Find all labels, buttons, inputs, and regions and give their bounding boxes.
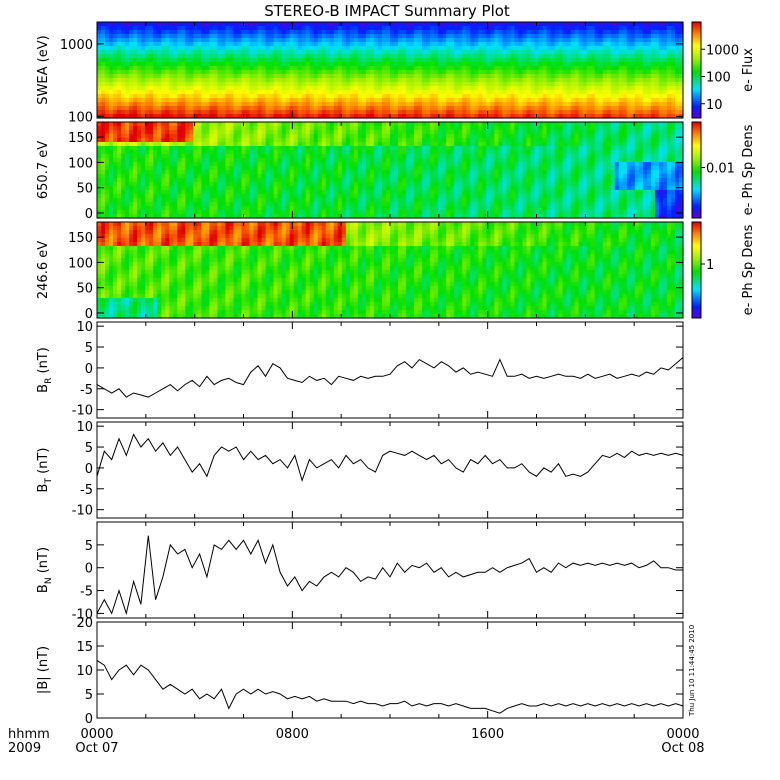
y-tick-label: 5 (85, 688, 93, 703)
time-tick-label: 0000 (80, 727, 113, 742)
heatmap-pa246 (97, 222, 684, 319)
colorbar-pa246-label: e- Ph Sp Dens (741, 224, 756, 315)
panel-frame (96, 321, 684, 419)
colorbar-tick-label: 1 (706, 258, 714, 273)
y-tick-label: 0 (85, 712, 93, 727)
y-axis-label-bn: BN (nT) (36, 547, 54, 593)
colorbar-pa650-label: e- Ph Sp Dens (741, 124, 756, 215)
panel-frame (96, 421, 684, 519)
time-tick-label: 0000 (666, 727, 699, 742)
y-axis-label-pa246: 246.6 eV (36, 241, 51, 299)
y-axis-label-pa650: 650.7 eV (36, 141, 51, 199)
y-tick-label: 1000 (60, 38, 93, 53)
y-tick-label: 10 (76, 420, 93, 435)
series-line-bmag (96, 659, 684, 714)
timestamp: Thu Jun 10 11:44:45 2010 (688, 625, 696, 717)
panel-pa650: 0.01 e- Ph Sp Dens 0 50 100 150 650.7 eV (36, 121, 756, 222)
colorbar-tick-label: 10 (706, 98, 723, 113)
series-line-bt (96, 433, 684, 483)
panel-bmag: 0 5 10 15 20 |B| (nT) (36, 616, 684, 727)
y-axis-label-bt: BT (nT) (36, 448, 54, 493)
y-tick-label: 5 (85, 539, 93, 554)
y-tick-label: -5 (80, 383, 93, 398)
colorbar-pa246-scale (691, 221, 702, 319)
y-tick-label: -5 (80, 483, 93, 498)
y-tick-label: 0 (85, 462, 93, 477)
panel-bn: -10 -5 0 5 BN (nT) (36, 521, 684, 622)
time-tick-label: 0800 (276, 727, 309, 742)
y-tick-label: 20 (76, 616, 93, 631)
colorbar-swea-scale (691, 21, 702, 119)
y-tick-label: 50 (76, 182, 93, 197)
y-tick-label: 0 (85, 307, 93, 322)
y-tick-label: -10 (72, 504, 93, 519)
y-tick-label: 0 (85, 362, 93, 377)
colorbar-tick-label: 0.01 (706, 162, 735, 177)
series-line-bn (96, 535, 683, 616)
y-tick-label: -10 (72, 404, 93, 419)
y-tick-label: 0 (85, 562, 93, 577)
colorbar-tick-label: 100 (706, 71, 731, 86)
panel-pa246: 1 e- Ph Sp Dens 0 50 100 150 246.6 eV (36, 221, 756, 322)
y-tick-label: 15 (76, 640, 93, 655)
time-tick-sublabel: Oct 07 (75, 741, 118, 756)
colorbar-pa650: 0.01 e- Ph Sp Dens (691, 121, 756, 219)
time-axis-label-bottom: 2009 (8, 741, 41, 756)
y-tick-label: 100 (68, 110, 93, 125)
colorbar-tick-label: 1000 (706, 43, 739, 58)
y-tick-label: 150 (68, 231, 93, 246)
panel-bt: -10 -5 0 5 10 BT (nT) (36, 420, 684, 519)
y-tick-label: 50 (76, 282, 93, 297)
y-tick-label: 100 (68, 156, 93, 171)
y-tick-label: 5 (85, 341, 93, 356)
y-axis-label-swea: SWEA (eV) (36, 35, 51, 104)
y-tick-label: 100 (68, 256, 93, 271)
y-tick-label: 10 (76, 664, 93, 679)
y-tick-label: 5 (85, 441, 93, 456)
y-tick-label: -5 (80, 585, 93, 600)
heatmap-swea (97, 22, 684, 119)
series-line-br (96, 357, 684, 398)
y-tick-label: 150 (68, 131, 93, 146)
time-tick-sublabel: Oct 08 (661, 741, 704, 756)
y-tick-label: 10 (76, 320, 93, 335)
colorbar-swea-label: e- Flux (741, 48, 756, 92)
plot-title: STEREO-B IMPACT Summary Plot (264, 2, 510, 20)
panel-frame (96, 521, 684, 619)
time-axis-label-top: hhmm (8, 727, 50, 742)
y-axis-label-bmag: |B| (nT) (36, 646, 51, 694)
y-tick-label: -10 (72, 607, 93, 622)
colorbar-swea: 10 100 1000 e- Flux (691, 21, 756, 119)
colorbar-pa246: 1 e- Ph Sp Dens (691, 221, 756, 319)
heatmap-pa650 (97, 122, 684, 219)
panel-br: -10 -5 0 5 10 BR (nT) (36, 320, 684, 419)
time-tick-label: 1600 (471, 727, 504, 742)
y-tick-label: 0 (85, 207, 93, 222)
y-axis-label-br: BR (nT) (36, 347, 54, 393)
colorbar-pa650-scale (691, 121, 702, 219)
